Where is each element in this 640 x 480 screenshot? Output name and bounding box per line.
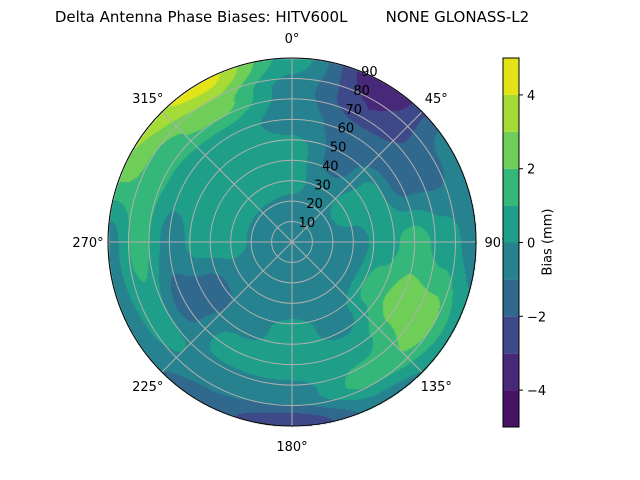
colorbar-band	[503, 205, 519, 243]
angular-tick-label: 90°	[484, 236, 507, 251]
radial-tick-label: 80	[353, 84, 370, 99]
radial-tick-label: 30	[314, 178, 331, 193]
angular-tick-label: 315°	[132, 92, 163, 107]
angular-grid-line	[291, 111, 423, 243]
radial-tick-label: 10	[299, 216, 316, 231]
polar-frame	[107, 57, 477, 427]
colorbar-band	[503, 242, 519, 280]
colorbar-tick-label: 4	[527, 89, 535, 104]
colorbar-band	[503, 131, 519, 169]
colorbar-tick-label: 2	[527, 163, 535, 178]
colorbar-band	[503, 279, 519, 317]
angular-tick-label: 45°	[425, 92, 448, 107]
angular-tick-label: 0°	[285, 32, 300, 47]
chart-title: Delta Antenna Phase Biases: HITV600L NON…	[54, 8, 530, 26]
angular-tick-labels: 0° 45° 90° 135° 180° 225° 270° 315°	[72, 32, 507, 455]
colorbar-band	[503, 390, 519, 427]
colorbar: 4 2 0 −2 −4	[502, 57, 546, 428]
colorbar-tick-label: −2	[527, 310, 546, 325]
radial-tick-label: 60	[338, 122, 355, 137]
colorbar-band	[503, 353, 519, 391]
angular-tick-label: 225°	[132, 380, 163, 395]
grid-lines	[107, 57, 477, 427]
radial-tick-labels: 10 20 30 40 50 60 70 80 90	[299, 65, 378, 231]
colorbar-tick-label: 0	[527, 237, 535, 252]
angular-grid-line	[161, 241, 293, 373]
radial-tick-label: 90	[361, 65, 378, 80]
radial-tick-label: 20	[306, 197, 323, 212]
angular-tick-label: 180°	[276, 440, 307, 455]
colorbar-band	[503, 94, 519, 132]
angular-grid-line	[161, 111, 293, 243]
radial-tick-label: 50	[330, 141, 347, 156]
radial-tick-label: 70	[345, 103, 362, 118]
colorbar-tick-label: −4	[527, 384, 546, 399]
colorbar-band	[503, 58, 519, 95]
colorbar-label: Bias (mm)	[540, 208, 556, 276]
angular-tick-label: 135°	[421, 380, 452, 395]
colorbar-band	[503, 168, 519, 206]
angular-tick-label: 270°	[72, 236, 103, 251]
angular-grid-line	[291, 241, 423, 373]
radial-tick-label: 40	[322, 159, 339, 174]
colorbar-band	[503, 316, 519, 354]
